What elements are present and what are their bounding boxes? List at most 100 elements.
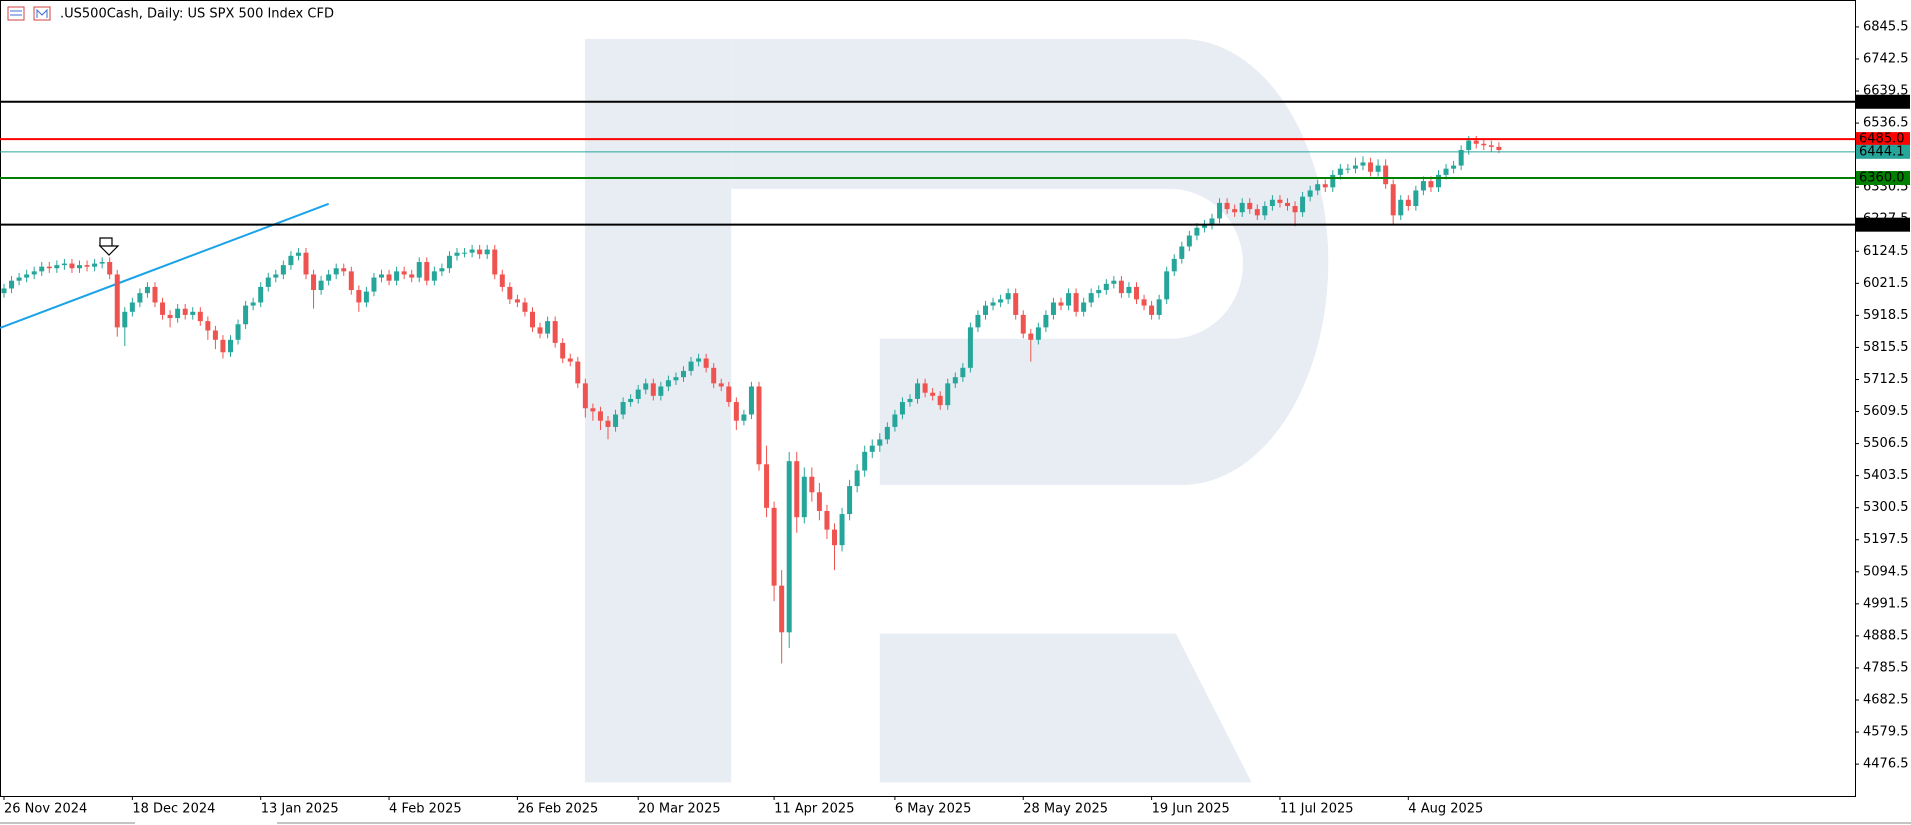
candle-body bbox=[907, 398, 913, 403]
candle-body bbox=[228, 339, 233, 353]
candle-body bbox=[967, 327, 973, 368]
candle-body bbox=[884, 426, 890, 440]
candle-body bbox=[1496, 146, 1502, 150]
candle-body bbox=[311, 274, 317, 291]
y-tick-label: 6536.5 bbox=[1863, 116, 1909, 131]
x-tick-label: 18 Dec 2024 bbox=[132, 802, 215, 817]
candle-body bbox=[24, 274, 30, 278]
candle-body bbox=[1126, 286, 1132, 294]
candle-body bbox=[998, 299, 1004, 303]
y-tick-label: 6021.5 bbox=[1863, 276, 1909, 291]
candle-body bbox=[507, 286, 513, 300]
y-tick-label: 5918.5 bbox=[1863, 308, 1909, 323]
candle-body bbox=[446, 255, 452, 269]
candle-body bbox=[1383, 165, 1389, 185]
candle-body bbox=[39, 266, 45, 272]
candle-body bbox=[258, 286, 264, 303]
candle-body bbox=[280, 265, 286, 275]
candle-body bbox=[537, 327, 543, 334]
candle-body bbox=[771, 507, 777, 586]
candle-body bbox=[1043, 314, 1049, 328]
candle-body bbox=[1209, 218, 1215, 225]
candle-body bbox=[952, 377, 958, 384]
candle-body bbox=[945, 383, 951, 406]
candle-body bbox=[922, 383, 928, 393]
candle-body bbox=[718, 383, 724, 387]
candle-body bbox=[1352, 165, 1358, 169]
candle-body bbox=[454, 252, 460, 256]
candle-body bbox=[1413, 190, 1419, 207]
candle-body bbox=[650, 383, 656, 396]
candle-body bbox=[1186, 235, 1192, 247]
candle-body bbox=[409, 274, 415, 278]
x-tick-label: 6 May 2025 bbox=[895, 802, 972, 817]
candle-body bbox=[1307, 190, 1313, 197]
candle-body bbox=[1141, 299, 1147, 306]
candle-body bbox=[681, 370, 686, 378]
candle-body bbox=[1451, 165, 1457, 169]
candle-body bbox=[477, 249, 483, 255]
candle-body bbox=[794, 461, 800, 518]
x-tick-label: 26 Feb 2025 bbox=[517, 802, 598, 817]
candle-body bbox=[295, 252, 301, 256]
level-label: 6360.0 bbox=[1859, 170, 1905, 185]
candle-body bbox=[318, 280, 324, 291]
candle-body bbox=[733, 402, 739, 421]
candle-body bbox=[1171, 258, 1177, 272]
candle-body bbox=[84, 265, 90, 267]
x-tick-label: 4 Aug 2025 bbox=[1408, 802, 1483, 817]
candle-body bbox=[1217, 202, 1223, 219]
candle-body bbox=[273, 274, 279, 278]
y-tick-label: 5506.5 bbox=[1863, 436, 1909, 451]
candle-body bbox=[220, 339, 226, 353]
candle-body bbox=[107, 262, 113, 275]
candle-body bbox=[333, 268, 339, 275]
candle-body bbox=[462, 252, 468, 254]
candle-body bbox=[545, 321, 551, 334]
candle-body bbox=[1254, 209, 1260, 216]
candle-body bbox=[779, 585, 785, 633]
x-tick-label: 20 Mar 2025 bbox=[638, 802, 720, 817]
candle-body bbox=[1398, 199, 1404, 216]
candle-body bbox=[1368, 162, 1374, 172]
candle-body bbox=[77, 265, 82, 269]
candle-body bbox=[816, 492, 822, 511]
candle-body bbox=[915, 383, 921, 399]
x-tick-label: 13 Jan 2025 bbox=[261, 802, 339, 817]
candle-body bbox=[711, 367, 717, 384]
candle-body bbox=[839, 514, 845, 546]
candle-body bbox=[92, 263, 98, 267]
candle-body bbox=[175, 308, 181, 319]
candle-body bbox=[1300, 196, 1306, 213]
candle-body bbox=[1088, 293, 1094, 303]
candle-body bbox=[484, 249, 490, 255]
candle-body bbox=[582, 383, 588, 409]
candle-body bbox=[635, 389, 641, 399]
candle-body bbox=[1066, 293, 1072, 306]
candle-body bbox=[703, 358, 709, 368]
candle-body bbox=[1330, 174, 1336, 188]
candle-body bbox=[394, 271, 400, 281]
candle-body bbox=[1149, 305, 1155, 315]
candle-body bbox=[1096, 290, 1102, 294]
candle-body bbox=[386, 274, 392, 281]
candle-body bbox=[1020, 314, 1026, 334]
candle-body bbox=[431, 271, 437, 281]
candle-body bbox=[1428, 181, 1434, 188]
candle-body bbox=[1375, 165, 1381, 172]
y-tick-label: 5609.5 bbox=[1863, 404, 1909, 419]
candle-body bbox=[597, 411, 603, 421]
candle-body bbox=[1337, 168, 1343, 175]
candle-body bbox=[144, 286, 150, 294]
candle-body bbox=[9, 280, 15, 289]
candle-body bbox=[764, 464, 770, 508]
level-tag bbox=[1856, 170, 1910, 185]
candle-body bbox=[960, 367, 966, 378]
candle-body bbox=[326, 274, 332, 281]
x-tick-label: 4 Feb 2025 bbox=[389, 802, 462, 817]
candle-body bbox=[862, 451, 868, 471]
candle-body bbox=[1103, 283, 1109, 291]
candle-body bbox=[892, 414, 898, 427]
y-tick-label: 6742.5 bbox=[1863, 51, 1909, 66]
watermark bbox=[584, 38, 1329, 783]
